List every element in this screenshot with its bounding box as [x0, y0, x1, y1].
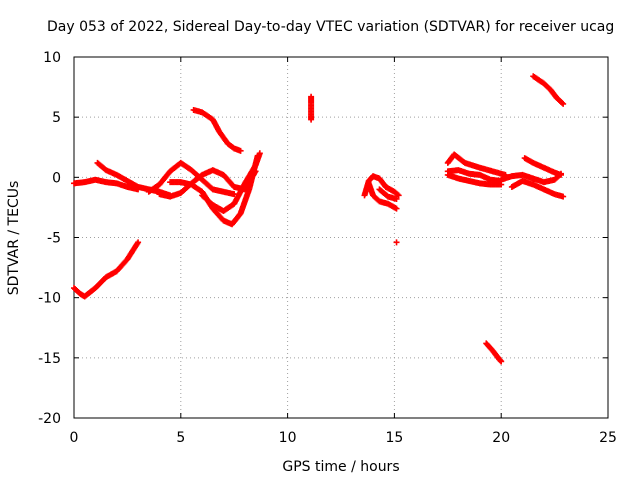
data-point: [237, 147, 244, 154]
x-tick-label: 5: [176, 430, 185, 446]
series-isolated-11h: [308, 93, 315, 123]
y-tick-label: 5: [52, 110, 61, 126]
x-tick-label: 25: [599, 430, 617, 446]
data-point: [135, 239, 142, 246]
chart-title: Day 053 of 2022, Sidereal Day-to-day VTE…: [47, 19, 615, 35]
series-track-c: [71, 239, 142, 300]
x-tick-label: 15: [385, 430, 403, 446]
data-point: [393, 195, 400, 202]
x-tick-label: 20: [492, 430, 510, 446]
y-tick-label: 0: [52, 170, 61, 186]
data-point: [393, 239, 400, 246]
series-track-n: [444, 171, 505, 188]
data-point: [560, 100, 567, 107]
data-points: [71, 73, 567, 365]
x-tick-label: 0: [70, 430, 79, 446]
series-track-s: [483, 340, 505, 365]
data-point: [308, 116, 315, 123]
data-point: [498, 358, 505, 365]
y-tick-label: -10: [38, 291, 61, 307]
series-track-r: [530, 73, 567, 107]
series-track-l: [444, 151, 509, 178]
series-track-q: [521, 155, 565, 178]
y-tick-label: 10: [43, 50, 61, 66]
y-tick-label: -20: [38, 411, 61, 427]
y-tick-label: -15: [38, 351, 61, 367]
series-track-i: [361, 173, 402, 199]
grid-lines: [74, 57, 608, 418]
series-track-g: [190, 106, 244, 154]
series-isolated-15h: [393, 239, 400, 246]
y-tick-label: -5: [47, 231, 61, 247]
data-point: [256, 150, 263, 157]
data-point: [558, 171, 565, 178]
x-axis-label: GPS time / hours: [282, 459, 399, 475]
series-track-o: [498, 170, 565, 186]
series-track-d: [145, 159, 238, 198]
series-track-a: [71, 176, 142, 193]
data-point: [395, 192, 402, 199]
series-track-h: [199, 150, 263, 215]
data-point: [560, 193, 567, 200]
data-point: [559, 99, 566, 106]
y-axis-label: SDTVAR / TECUs: [6, 181, 22, 296]
axis-ticks: 0 5 10 15 20 25 -20 -15 -10 -5 0 5 10: [38, 50, 617, 446]
data-point: [394, 191, 401, 198]
x-tick-label: 10: [279, 430, 297, 446]
series-track-p: [508, 177, 567, 200]
data-point: [393, 205, 400, 212]
series-track-k: [376, 186, 400, 202]
series-track-j: [365, 180, 400, 212]
